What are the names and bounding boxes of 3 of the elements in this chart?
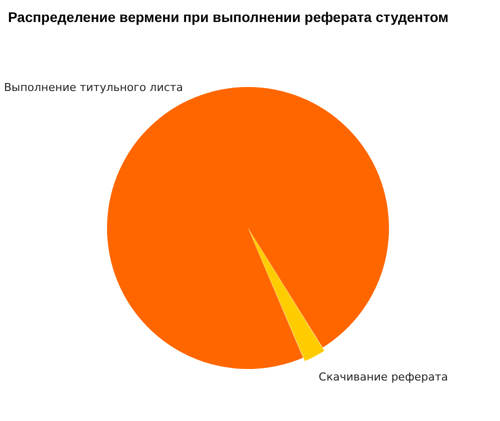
slice-label: Скачивание реферата — [318, 370, 448, 384]
chart-title: Распределение вермени при выполнении реферата студентом — [8, 9, 449, 25]
slice-label: Выполнение титульного листа — [4, 81, 184, 94]
